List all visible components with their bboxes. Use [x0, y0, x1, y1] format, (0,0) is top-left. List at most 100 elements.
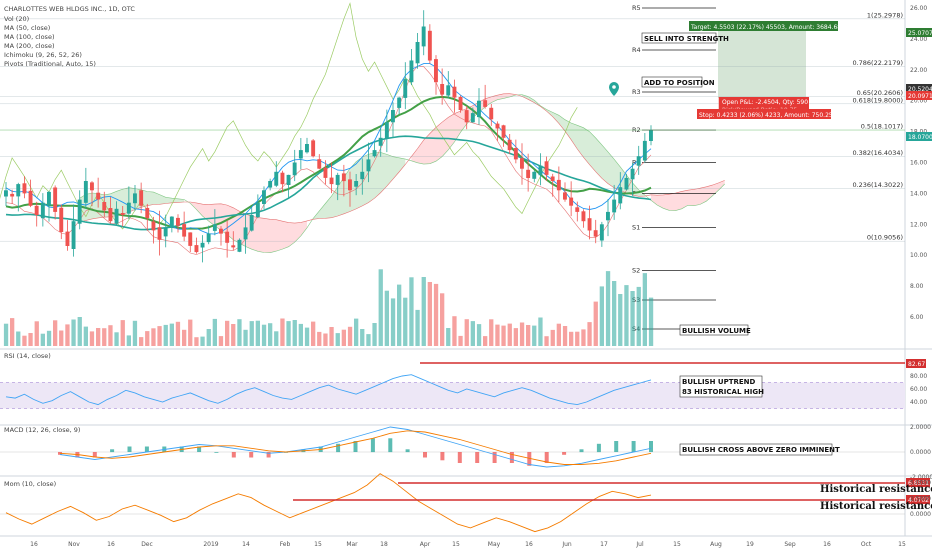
volume-bar	[648, 297, 654, 346]
volume-bar	[206, 329, 211, 346]
volume-bar	[519, 322, 525, 346]
candle-body	[90, 182, 94, 191]
volume-bar	[378, 269, 383, 346]
candle-body	[268, 181, 273, 188]
momentum-pane: Mom (10, close) 6.8531 4.0702 5.0000 2.5000…	[0, 473, 931, 533]
candle-body	[237, 239, 242, 252]
candle-body	[649, 130, 653, 141]
cloud-bear-segment	[411, 93, 516, 165]
rsi-annotation-line2: 83 HISTORICAL HIGH	[682, 388, 764, 396]
volume-bar	[40, 333, 45, 346]
volume-bar	[612, 281, 617, 346]
volume-bar	[280, 318, 285, 346]
volume-bar	[200, 336, 205, 346]
legend-line-1: MA (50, close)	[4, 24, 50, 32]
moving-averages	[5, 63, 652, 235]
volume-bar	[605, 271, 611, 346]
volume-bar	[599, 286, 604, 346]
price-tick-label: 16.00	[910, 160, 927, 167]
volume-bar	[550, 329, 555, 346]
candle-body	[575, 207, 580, 212]
volume-bar	[415, 309, 420, 346]
volume-bar	[470, 321, 475, 346]
senkou-span-a	[79, 94, 725, 254]
macd-histogram-bar	[492, 452, 497, 463]
target-tag[interactable]: Target: 4.5503 (22.17%) 45503, Amount: 3…	[689, 21, 841, 31]
time-tick-label: 16	[823, 541, 831, 548]
mom-resistance-tag	[906, 495, 930, 504]
price-axis-tag	[906, 28, 932, 37]
mom-resistance-tag	[906, 478, 930, 487]
macd-histogram-bar	[370, 438, 375, 453]
macd-annotation[interactable]: BULLISH CROSS ABOVE ZERO IMMINENT	[679, 443, 840, 456]
volume-bar	[421, 277, 426, 346]
candle-body	[606, 211, 610, 221]
time-tick-label: Mar	[346, 541, 358, 548]
volume-bar	[274, 331, 279, 346]
volume-bar	[182, 329, 187, 346]
stop-tag[interactable]: Stop: 0.4233 (2.06%) 4233, Amount: 750.2…	[697, 109, 833, 119]
annotation-sell[interactable]: SELL INTO STRENGTH	[641, 32, 729, 44]
candle-body	[495, 123, 500, 129]
volume-bar	[249, 321, 254, 346]
candle-body	[642, 140, 647, 161]
volume-bar	[261, 324, 267, 346]
ma-200-line	[5, 63, 652, 235]
mom-resistance-tag-text: 6.8531	[908, 480, 929, 487]
volume-bar	[372, 323, 377, 346]
time-tick-label: 18	[380, 541, 388, 548]
macd-histogram-bar	[562, 452, 567, 455]
macd-histogram-bar	[440, 452, 445, 461]
candle-body	[16, 184, 21, 197]
time-axis[interactable]: 16 Nov 16 Dec 2019 14 Feb 15 Mar 18 Apr 15 May 16 Jun 1…	[30, 541, 906, 548]
mom-resistance-tag-text: 4.0702	[908, 497, 929, 504]
volume-bar	[108, 325, 113, 346]
macd-histogram-bar	[649, 441, 653, 452]
candle-body	[391, 110, 395, 123]
rsi-annotation[interactable]: BULLISH UPTREND 83 HISTORICAL HIGH	[679, 375, 764, 398]
volume-bar	[65, 324, 70, 346]
volume-bar	[3, 323, 9, 346]
candle-body	[65, 231, 70, 246]
price-axis[interactable]: 26.0024.0022.0020.0018.0016.0014.0012.00…	[906, 5, 932, 321]
rsi-value-tag	[906, 359, 926, 368]
fib-label: 1(25.2978)	[867, 11, 903, 19]
candle-body	[618, 187, 623, 204]
annotation-volume[interactable]: BULLISH VOLUME	[679, 324, 751, 336]
candle-body	[231, 245, 236, 248]
time-tick-label: 14	[242, 541, 250, 548]
time-tick-label: 15	[452, 541, 460, 548]
volume-bar	[433, 283, 439, 346]
volume-bar	[544, 336, 549, 346]
candle-body	[348, 179, 352, 191]
rsi-tick-label: 40.00	[910, 399, 927, 406]
volume-bar	[317, 331, 322, 346]
candle-body	[550, 176, 555, 181]
candle-body	[212, 224, 217, 231]
macd-title: MACD (12, 26, close, 9)	[4, 426, 80, 434]
price-axis-tag-value: 18.0700	[908, 134, 932, 141]
map-pin-icon[interactable]	[609, 82, 619, 96]
time-tick-label: 19	[746, 541, 754, 548]
macd-tick-label: 2.0000	[910, 424, 931, 431]
mom-title: Mom (10, close)	[4, 480, 56, 488]
volume-bar	[587, 322, 592, 346]
time-tick-label: Jun	[561, 541, 572, 548]
volume-bar	[495, 324, 500, 346]
volume-bar	[464, 319, 469, 346]
fib-label: 0(10.9056)	[867, 234, 903, 242]
volume-bar	[83, 326, 88, 346]
candle-body	[452, 86, 457, 98]
volume-bar	[569, 331, 574, 346]
macd-signal-line	[59, 430, 652, 465]
volume-bar	[618, 294, 623, 346]
candle-body	[249, 215, 254, 231]
candle-body	[34, 205, 39, 216]
macd-histogram-bar	[197, 446, 202, 452]
volume-bar	[16, 331, 21, 346]
candle-body	[593, 230, 598, 237]
candle-body	[102, 202, 107, 211]
annotation-add[interactable]: ADD TO POSITION	[641, 76, 715, 88]
historical-resistance-2: Historical resistance	[820, 501, 932, 512]
